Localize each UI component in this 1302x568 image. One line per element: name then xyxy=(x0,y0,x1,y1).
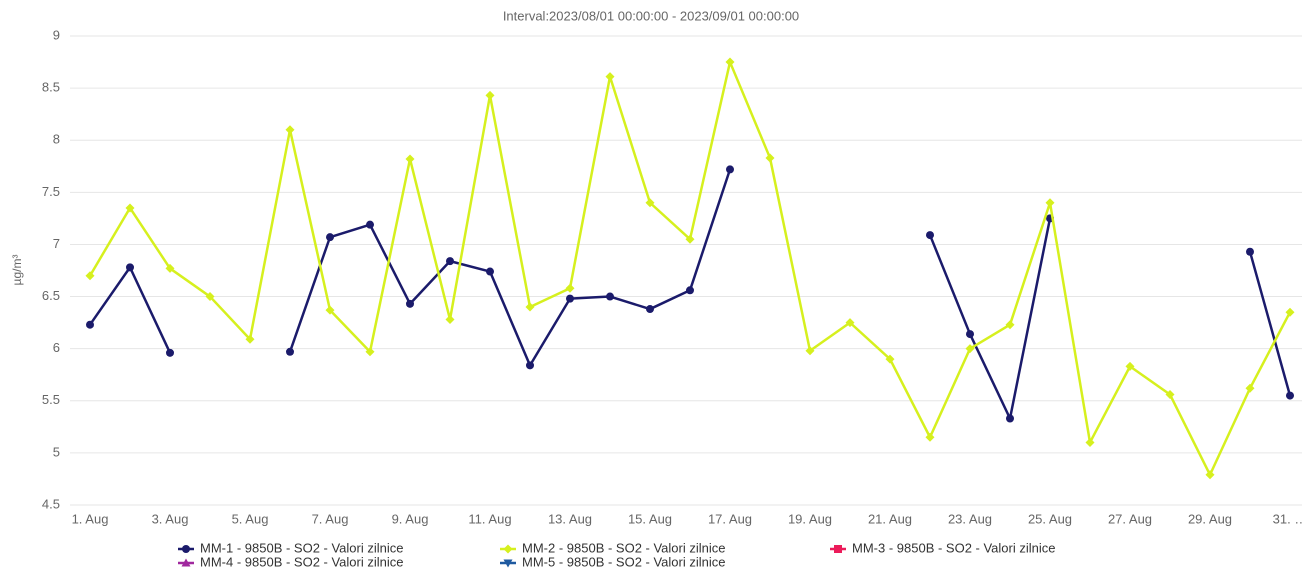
y-axis-label: µg/m³ xyxy=(10,255,24,286)
point xyxy=(486,267,494,276)
legend-marker xyxy=(834,545,842,553)
point xyxy=(926,231,934,240)
legend-marker xyxy=(181,558,191,567)
point xyxy=(805,346,815,356)
x-tick-label: 19. Aug xyxy=(788,511,832,526)
y-tick-label: 4.5 xyxy=(42,496,60,511)
point xyxy=(445,314,455,324)
y-tick-label: 5 xyxy=(53,444,60,459)
point xyxy=(405,154,415,164)
x-tick-label: 21. Aug xyxy=(868,511,912,526)
point xyxy=(1045,198,1055,208)
point xyxy=(86,320,94,329)
x-tick-label: 1. Aug xyxy=(72,511,109,526)
point xyxy=(85,271,95,281)
x-tick-label: 15. Aug xyxy=(628,511,672,526)
point xyxy=(165,263,175,273)
x-tick-label: 29. Aug xyxy=(1188,511,1232,526)
series-line xyxy=(88,60,1292,477)
point xyxy=(885,354,895,364)
x-tick-label: 9. Aug xyxy=(392,511,429,526)
point xyxy=(366,220,374,229)
legend-marker xyxy=(503,544,513,554)
point xyxy=(525,302,535,312)
y-tick-label: 6.5 xyxy=(42,288,60,303)
x-tick-label: 27. Aug xyxy=(1108,511,1152,526)
point xyxy=(925,432,935,442)
point xyxy=(1006,414,1014,423)
y-tick-label: 9 xyxy=(53,27,60,42)
point xyxy=(446,257,454,266)
point xyxy=(1125,361,1135,371)
point xyxy=(845,318,855,328)
point xyxy=(765,153,775,163)
x-tick-label: 13. Aug xyxy=(548,511,592,526)
point xyxy=(646,305,654,314)
point xyxy=(526,361,534,370)
point xyxy=(1005,320,1015,330)
point xyxy=(725,57,735,67)
point xyxy=(685,234,695,244)
point xyxy=(645,198,655,208)
point xyxy=(485,90,495,100)
point xyxy=(565,283,575,293)
point xyxy=(1205,470,1215,480)
point xyxy=(606,292,614,301)
y-tick-label: 8.5 xyxy=(42,80,60,95)
y-tick-label: 8 xyxy=(53,132,60,147)
legend-marker xyxy=(182,545,190,553)
point xyxy=(686,286,694,295)
point xyxy=(1285,307,1295,317)
legend-label: MM-5 - 9850B - SO2 - Valori zilnice xyxy=(522,554,726,568)
y-tick-label: 7 xyxy=(53,236,60,251)
legend-label: MM-4 - 9850B - SO2 - Valori zilnice xyxy=(200,554,404,568)
x-tick-label: 7. Aug xyxy=(312,511,349,526)
point xyxy=(965,344,975,354)
y-tick-label: 5.5 xyxy=(42,392,60,407)
point xyxy=(1245,383,1255,393)
legend-marker xyxy=(503,559,513,568)
point xyxy=(1085,437,1095,447)
point xyxy=(1286,391,1294,400)
legend-label: MM-3 - 9850B - SO2 - Valori zilnice xyxy=(852,540,1056,555)
y-tick-label: 7.5 xyxy=(42,184,60,199)
point xyxy=(326,233,334,242)
point xyxy=(966,330,974,339)
point xyxy=(205,292,215,302)
point xyxy=(245,334,255,344)
x-tick-label: 23. Aug xyxy=(948,511,992,526)
legend-label: MM-2 - 9850B - SO2 - Valori zilnice xyxy=(522,540,726,555)
point xyxy=(1246,247,1254,256)
point xyxy=(126,263,134,272)
point xyxy=(125,203,135,213)
point xyxy=(286,347,294,356)
x-tick-label: 17. Aug xyxy=(708,511,752,526)
x-tick-label: 31. … xyxy=(1273,511,1302,526)
point xyxy=(285,125,295,135)
point xyxy=(566,294,574,303)
point xyxy=(406,299,414,308)
x-tick-label: 11. Aug xyxy=(468,511,511,526)
x-tick-label: 5. Aug xyxy=(232,511,269,526)
x-tick-label: 3. Aug xyxy=(152,511,189,526)
point xyxy=(605,72,615,82)
x-tick-label: 25. Aug xyxy=(1028,511,1072,526)
point xyxy=(365,347,375,357)
legend-label: MM-1 - 9850B - SO2 - Valori zilnice xyxy=(200,540,404,555)
point xyxy=(726,165,734,174)
chart-title: Interval:2023/08/01 00:00:00 - 2023/09/0… xyxy=(503,8,799,23)
point xyxy=(166,348,174,357)
point xyxy=(325,305,335,315)
y-tick-label: 6 xyxy=(53,340,60,355)
point xyxy=(1165,390,1175,400)
